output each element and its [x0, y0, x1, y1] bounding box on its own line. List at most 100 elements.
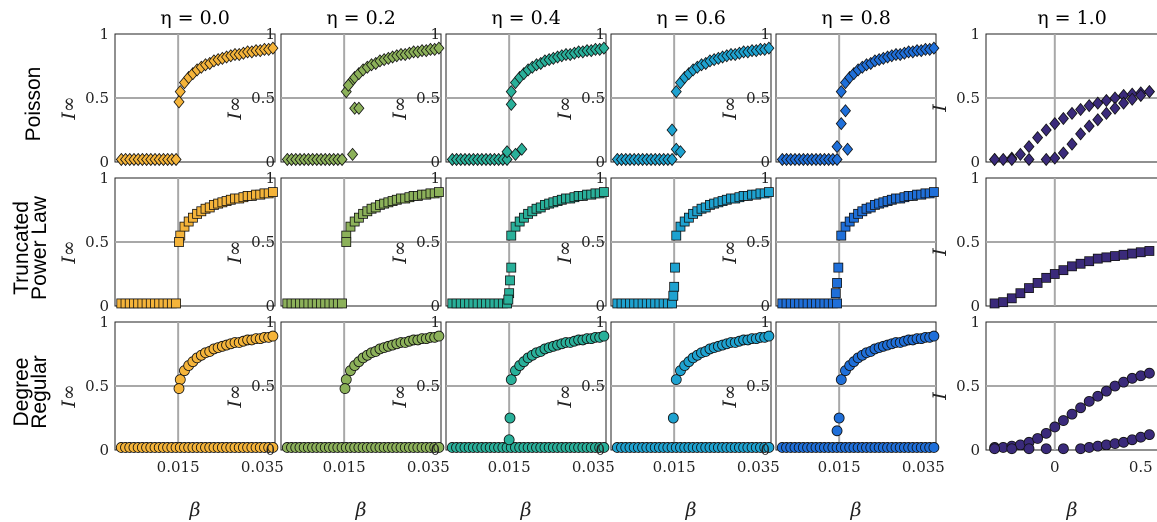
column-title: η = 0.6 — [656, 7, 726, 29]
data-point — [835, 374, 847, 386]
data-point — [503, 294, 514, 305]
data-point — [1049, 269, 1060, 279]
data-point — [1127, 248, 1138, 259]
panel — [114, 33, 279, 167]
y-tick-label: 1 — [430, 313, 440, 331]
data-point — [1032, 433, 1043, 444]
x-tick-label: 0.015 — [818, 458, 861, 476]
data-point — [1143, 84, 1155, 99]
row-label-line: Power Law — [28, 195, 51, 300]
data-point — [501, 152, 513, 167]
y-axis-label: I∞ — [58, 384, 80, 408]
y-tick-label: 1 — [595, 25, 605, 43]
data-point — [506, 230, 517, 241]
data-point — [989, 152, 1001, 167]
y-tick-label: 0 — [99, 297, 109, 315]
data-point — [832, 278, 842, 288]
y-tick-label: 1 — [265, 169, 275, 187]
data-point — [1058, 415, 1069, 426]
data-point — [433, 330, 445, 342]
data-point — [1006, 293, 1017, 304]
y-tick-label: 0.5 — [85, 89, 109, 107]
y-axis-label: I∞ — [554, 96, 576, 120]
y-tick-label: 0 — [430, 441, 440, 459]
data-point — [928, 330, 940, 342]
data-point — [1049, 421, 1061, 433]
y-tick-label: 0 — [760, 153, 770, 171]
data-point — [1075, 258, 1086, 269]
data-point — [763, 442, 775, 453]
data-point — [509, 147, 521, 161]
y-tick-label: 1 — [265, 313, 275, 331]
y-tick-label: 0 — [99, 441, 109, 459]
data-point — [1066, 408, 1078, 420]
data-point — [1135, 247, 1146, 258]
y-tick-label: 0 — [595, 297, 605, 315]
data-point — [763, 187, 774, 197]
data-point — [830, 288, 841, 299]
data-point — [1075, 127, 1087, 141]
data-point — [1014, 147, 1026, 161]
data-point — [671, 230, 682, 241]
x-tick-label: 0.015 — [653, 458, 696, 476]
data-point — [504, 412, 516, 424]
y-tick-label: 1 — [99, 313, 109, 331]
y-tick-label: 1 — [595, 313, 605, 331]
data-point — [666, 152, 678, 167]
data-point — [831, 425, 843, 437]
panel — [445, 321, 610, 453]
data-point — [174, 374, 186, 386]
data-point — [998, 297, 1009, 308]
data-point — [1049, 116, 1061, 131]
y-axis-label: I∞ — [719, 96, 741, 120]
data-point — [831, 140, 843, 154]
y-axis-label: I∞ — [58, 96, 80, 120]
y-tick-label: 0 — [595, 153, 605, 171]
panel — [280, 33, 445, 167]
y-tick-label: 0 — [970, 297, 980, 315]
data-point — [1092, 113, 1104, 127]
data-point — [1083, 99, 1095, 113]
data-point — [1101, 252, 1112, 263]
y-tick-label: 0 — [760, 297, 770, 315]
data-point — [674, 145, 686, 159]
column-title: η = 0.0 — [160, 7, 230, 29]
data-point — [669, 281, 680, 292]
data-point — [173, 95, 185, 109]
data-point — [1024, 283, 1034, 293]
data-point — [342, 78, 354, 92]
data-point — [1075, 402, 1086, 414]
data-point — [1015, 288, 1026, 299]
y-axis-label: I∞ — [389, 240, 411, 264]
column-title: η = 0.4 — [491, 7, 561, 29]
x-tick-label: 0.015 — [157, 458, 200, 476]
y-tick-label: 0.5 — [581, 233, 605, 251]
data-point — [433, 41, 445, 55]
x-tick-label: 0.035 — [737, 458, 780, 476]
data-point — [839, 104, 851, 118]
panel — [775, 177, 939, 309]
data-point — [666, 123, 678, 137]
data-point — [833, 412, 845, 424]
y-tick-label: 0.5 — [416, 89, 440, 107]
data-point — [835, 116, 847, 131]
y-tick-label: 0.5 — [251, 233, 275, 251]
data-point — [1092, 253, 1103, 264]
data-point — [505, 374, 517, 386]
data-point — [1144, 246, 1155, 256]
column-title: η = 1.0 — [1037, 7, 1107, 29]
panel — [985, 33, 1157, 167]
data-point — [267, 41, 279, 55]
y-tick-label: 0.5 — [251, 377, 275, 395]
y-tick-label: 1 — [595, 169, 605, 187]
data-point — [433, 187, 444, 197]
panel — [114, 177, 278, 309]
data-point — [1084, 256, 1095, 267]
data-point — [336, 152, 348, 167]
y-tick-label: 1 — [970, 313, 980, 331]
label-layer: η = 0.0 η = 0.2 η = 0.4 η = 0.6 η = 0.8 η = 1… — [10, 7, 1153, 521]
data-point — [1032, 131, 1044, 145]
y-tick-label: 1 — [760, 25, 770, 43]
x-axis-label: β — [685, 499, 697, 521]
